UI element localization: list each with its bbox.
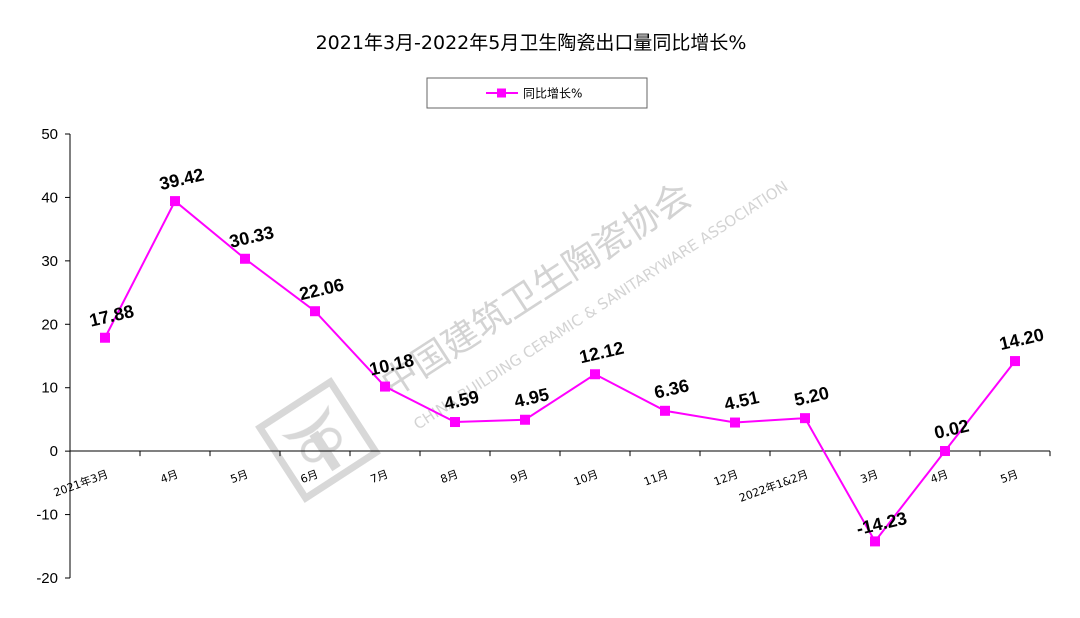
data-point-marker — [520, 414, 530, 425]
data-point-marker — [170, 196, 180, 207]
data-label: 6.36 — [652, 375, 691, 402]
data-point-marker — [100, 332, 110, 343]
data-point-marker — [590, 369, 600, 380]
data-label: 12.12 — [577, 338, 625, 368]
legend-label: 同比增长% — [523, 87, 582, 101]
chart-title: 2021年3月-2022年5月卫生陶瓷出口量同比增长% — [316, 32, 747, 54]
x-tick-label: 6月 — [299, 468, 320, 486]
legend-marker — [497, 88, 506, 98]
x-tick-label: 12月 — [712, 468, 740, 489]
x-tick-label: 9月 — [509, 468, 530, 486]
data-point-marker — [1010, 356, 1020, 367]
x-tick-label: 7月 — [369, 468, 390, 486]
x-tick-label: 5月 — [999, 468, 1020, 486]
x-tick-label: 5月 — [229, 468, 250, 486]
y-tick-label: 10 — [41, 380, 58, 397]
data-point-marker — [240, 253, 250, 264]
data-point-marker — [310, 306, 320, 317]
y-tick-label: 0 — [50, 443, 58, 460]
y-tick-label: -20 — [36, 570, 58, 587]
data-label: 39.42 — [157, 164, 205, 194]
data-point-marker — [870, 536, 880, 547]
x-tick-label: 8月 — [439, 468, 460, 486]
legend-box — [426, 77, 648, 109]
x-tick-label: 4月 — [159, 468, 180, 486]
x-tick-label: 2022年1&2月 — [737, 467, 810, 505]
data-point-marker — [380, 381, 390, 392]
data-label: 22.06 — [297, 275, 345, 305]
x-tick-label: 11月 — [642, 468, 670, 489]
legend: 同比增长% — [426, 77, 648, 109]
y-ticks: 50 40 30 20 10 0 -10 -20 — [36, 126, 70, 587]
y-tick-label: 50 — [41, 126, 58, 143]
x-tick-label: 3月 — [859, 468, 880, 486]
data-point-marker — [450, 417, 460, 428]
y-tick-label: 30 — [41, 253, 58, 270]
y-tick-label: -10 — [36, 507, 58, 524]
data-label: 14.20 — [997, 324, 1045, 354]
x-tick-label: 4月 — [929, 468, 950, 486]
data-label: 4.59 — [442, 386, 481, 413]
x-tick-label: 10月 — [572, 468, 600, 489]
data-point-marker — [660, 405, 670, 416]
x-tick-label: 2021年3月 — [52, 467, 110, 500]
data-point-marker — [730, 417, 740, 428]
data-label: 4.51 — [722, 387, 761, 414]
data-point-marker — [800, 413, 810, 424]
y-tick-label: 40 — [41, 189, 58, 206]
watermark-chinese: 中国建筑卫生陶瓷协会 — [375, 175, 699, 405]
data-label: 30.33 — [227, 222, 275, 252]
series-line — [104, 199, 1016, 544]
y-tick-label: 20 — [41, 316, 58, 333]
data-label: 5.20 — [792, 383, 831, 410]
data-label: 0.02 — [932, 415, 971, 442]
data-point-marker — [940, 446, 950, 457]
